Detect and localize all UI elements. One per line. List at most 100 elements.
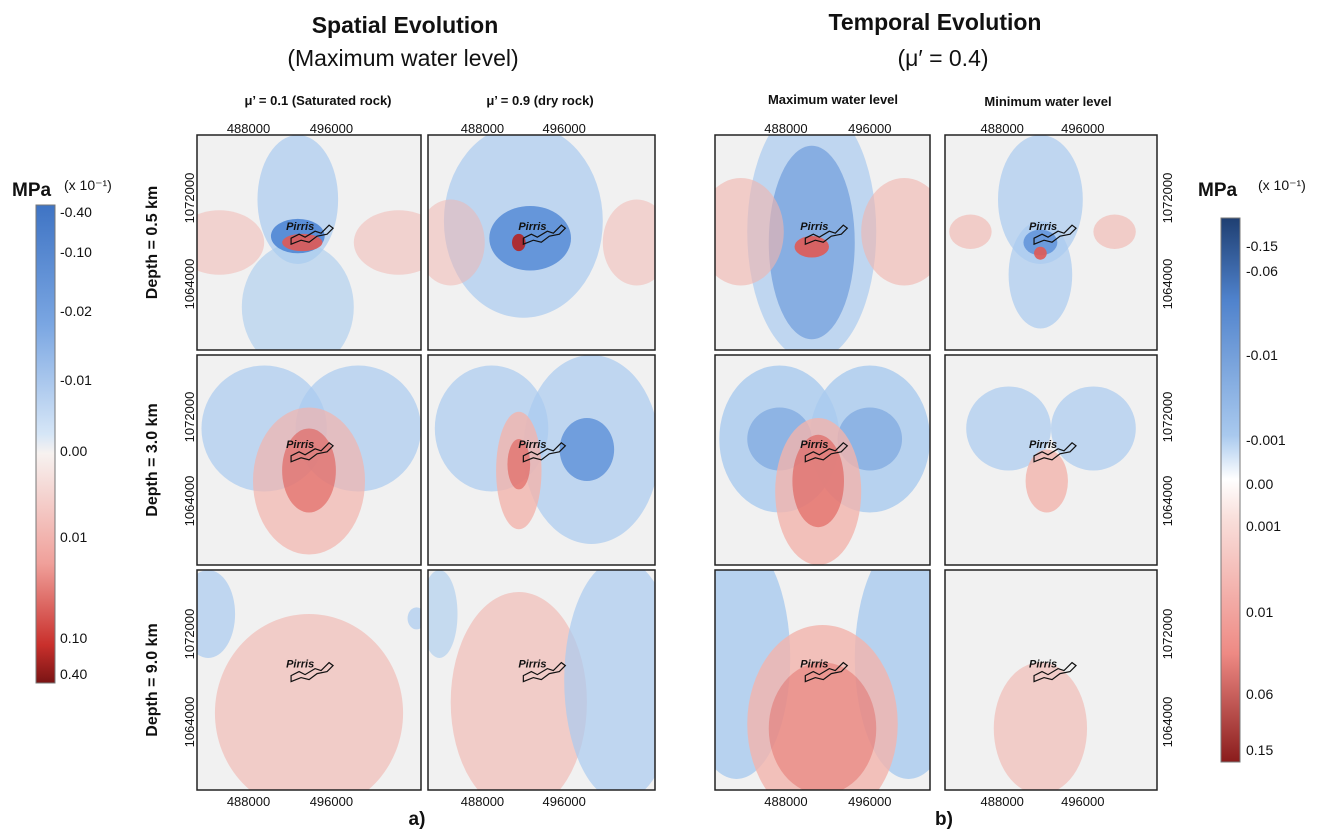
map-panel: Pirris [181, 570, 425, 812]
place-label: Pirris [800, 221, 828, 233]
place-label: Pirris [286, 439, 314, 451]
stress-lobe [215, 614, 403, 812]
map-panel: Pirris [698, 103, 947, 361]
y-tick-label: 1064000 [1160, 697, 1175, 748]
y-tick-label: 1064000 [182, 697, 197, 748]
stress-lobe [1093, 215, 1135, 249]
place-label: Pirris [518, 439, 546, 451]
place-label: Pirris [518, 659, 546, 671]
x-tick-label: 488000 [227, 121, 270, 136]
y-tick-label: 1072000 [182, 392, 197, 443]
y-tick-label: 1072000 [182, 173, 197, 224]
colorbar-scale: (x 10⁻¹) [1258, 177, 1306, 193]
y-tick-label: 1064000 [182, 476, 197, 527]
colorbar-label: 0.40 [60, 666, 87, 682]
map-panel: Pirris [175, 135, 444, 372]
x-tick-label: 496000 [310, 121, 353, 136]
map-panel: Pirris [715, 355, 930, 565]
y-tick-label: 1064000 [182, 259, 197, 310]
y-tick-label: 1064000 [1160, 476, 1175, 527]
colorbar-unit: MPa [12, 180, 52, 201]
y-tick-label: 1072000 [1160, 609, 1175, 660]
colorbar-label: -0.01 [60, 372, 92, 388]
stress-lobe [408, 607, 426, 629]
row-label: Depth = 0.5 km [144, 186, 161, 299]
x-tick-label: 488000 [461, 794, 504, 809]
column-header: Maximum water level [768, 92, 898, 107]
x-tick-label: 488000 [461, 121, 504, 136]
place-label: Pirris [800, 439, 828, 451]
colorbar-label: 0.06 [1246, 686, 1273, 702]
row-label: Depth = 9.0 km [144, 623, 161, 736]
y-tick-label: 1072000 [1160, 173, 1175, 224]
x-tick-label: 496000 [310, 794, 353, 809]
colorbar-label: 0.00 [60, 443, 87, 459]
place-label: Pirris [1029, 221, 1057, 233]
colorbar-label: 0.15 [1246, 742, 1273, 758]
x-tick-label: 488000 [981, 794, 1024, 809]
colorbar [1221, 218, 1240, 762]
subtitle: (Maximum water level) [287, 45, 518, 71]
x-tick-label: 496000 [848, 121, 891, 136]
map-panel: Pirris [421, 559, 678, 812]
colorbar-label: 0.00 [1246, 476, 1273, 492]
colorbar-label: -0.01 [1246, 347, 1278, 363]
title: Spatial Evolution [312, 12, 499, 38]
column-header: μ’ = 0.9 (dry rock) [486, 93, 593, 108]
colorbar [36, 205, 55, 683]
place-label: Pirris [286, 659, 314, 671]
colorbar-label: 0.01 [1246, 604, 1273, 620]
y-tick-label: 1072000 [1160, 392, 1175, 443]
x-tick-label: 488000 [764, 121, 807, 136]
stress-lobe [1034, 247, 1047, 260]
colorbar-label: -0.40 [60, 204, 92, 220]
stress-lobe [769, 662, 877, 794]
colorbar-label: -0.001 [1246, 432, 1286, 448]
x-tick-label: 496000 [543, 121, 586, 136]
stress-lobe [861, 178, 947, 286]
colorbar-label: 0.10 [60, 630, 87, 646]
panel-label: b) [935, 809, 953, 830]
title: Temporal Evolution [829, 9, 1042, 35]
stress-lobe [421, 570, 457, 658]
row-label: Depth = 3.0 km [144, 403, 161, 516]
x-tick-label: 496000 [848, 794, 891, 809]
map-panel: Pirris [945, 570, 1157, 794]
map-panel: Pirris [945, 355, 1157, 565]
colorbar-label: -0.06 [1246, 263, 1278, 279]
x-tick-label: 496000 [1061, 121, 1104, 136]
colorbar-scale: (x 10⁻¹) [64, 177, 112, 193]
y-tick-label: 1064000 [1160, 259, 1175, 310]
colorbar-label: -0.10 [60, 244, 92, 260]
colorbar-label: 0.01 [60, 529, 87, 545]
figure: Spatial Evolution (Maximum water level) … [0, 0, 1324, 833]
colorbar-label: -0.02 [60, 303, 92, 319]
stress-lobe [564, 559, 678, 801]
x-tick-label: 488000 [981, 121, 1024, 136]
map-panel: Pirris [428, 355, 660, 565]
map-panel: Pirris [683, 537, 963, 823]
x-tick-label: 496000 [1061, 794, 1104, 809]
colorbar-label: -0.15 [1246, 238, 1278, 254]
y-tick-label: 1072000 [182, 609, 197, 660]
subtitle: (μ′ = 0.4) [897, 45, 988, 71]
stress-lobe [603, 200, 671, 286]
place-label: Pirris [1029, 439, 1057, 451]
stress-lobe [489, 206, 571, 271]
colorbar-unit: MPa [1198, 180, 1238, 201]
place-label: Pirris [286, 221, 314, 233]
stress-lobe [417, 200, 485, 286]
place-label: Pirris [1029, 659, 1057, 671]
stress-lobe [949, 215, 991, 249]
map-panel: Pirris [197, 355, 421, 565]
stress-lobe [994, 662, 1087, 794]
x-tick-label: 488000 [227, 794, 270, 809]
column-header: Minimum water level [984, 94, 1111, 109]
stress-lobe [795, 236, 829, 257]
map-panel: Pirris [945, 135, 1157, 350]
panel-label: a) [409, 809, 426, 830]
stress-lobe [1051, 387, 1136, 471]
map-panel: Pirris [417, 124, 671, 350]
place-label: Pirris [800, 659, 828, 671]
stress-lobe [242, 243, 354, 372]
